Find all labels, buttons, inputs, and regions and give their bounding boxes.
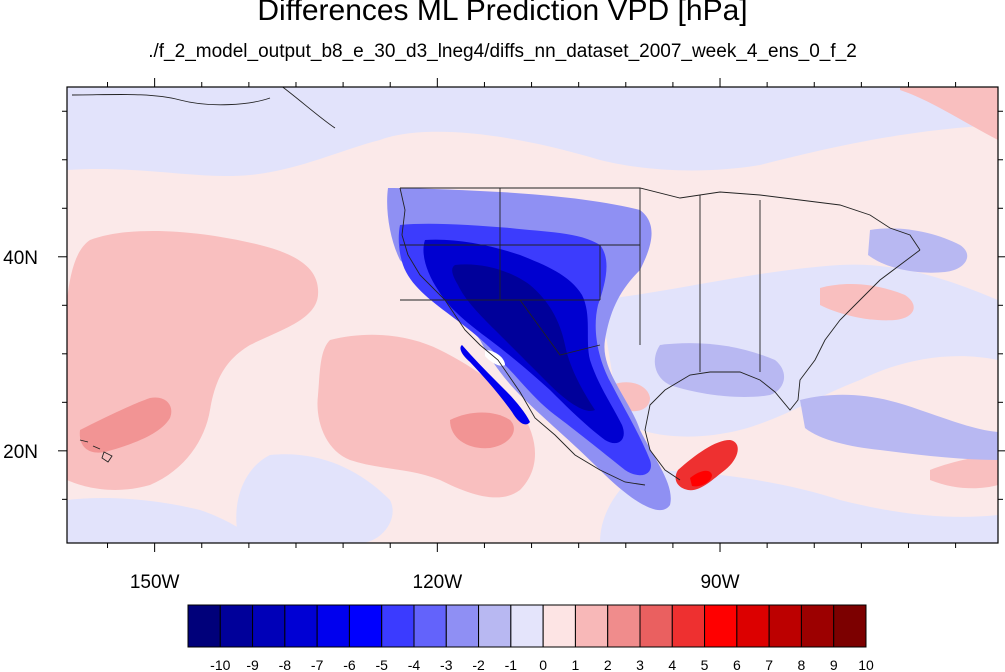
colorbar-label: -6 (343, 657, 356, 672)
colorbar-label: 10 (858, 657, 874, 672)
colorbar-swatch (542, 604, 576, 648)
colorbar-label: 5 (701, 657, 709, 672)
x-tick-label: 90W (700, 572, 739, 593)
colorbar-swatch (187, 604, 221, 648)
plot-frame (66, 86, 999, 544)
y-tick-label: 20N (3, 442, 38, 463)
chart-title: Differences ML Prediction VPD [hPa] (257, 0, 748, 27)
colorbar-swatch (478, 604, 512, 648)
colorbar-swatch (381, 604, 415, 648)
colorbar-label: -5 (375, 657, 388, 672)
colorbar-swatch (284, 604, 318, 648)
coastlines (71, 87, 921, 486)
colorbar-label: -3 (440, 657, 453, 672)
colorbar-label: 9 (830, 657, 838, 672)
colorbar-swatch (833, 604, 867, 648)
colorbar-label: -4 (408, 657, 421, 672)
colorbar-label: -7 (311, 657, 324, 672)
y-axis: 20N 40N (3, 110, 1005, 500)
field-caribbean-red (675, 440, 738, 491)
colorbar-swatch (639, 604, 673, 648)
x-tick-label: 150W (130, 572, 180, 593)
y-tick-label: 40N (3, 248, 38, 269)
colorbar-swatch (704, 604, 738, 648)
field-level-pos2 (79, 397, 514, 453)
colorbar-swatch (316, 604, 350, 648)
baja-california (460, 345, 530, 425)
colorbar-swatch (607, 604, 641, 648)
colorbar-label: 8 (798, 657, 806, 672)
colorbar-label: 0 (539, 657, 547, 672)
colorbar-label: 1 (572, 657, 580, 672)
colorbar-label: 3 (636, 657, 644, 672)
colorbar-label: 6 (733, 657, 741, 672)
colorbar-label: 7 (765, 657, 773, 672)
colorbar-label: -8 (279, 657, 292, 672)
colorbar-swatch (348, 604, 383, 648)
colorbar-swatch (574, 604, 609, 648)
chart-subtitle: ./f_2_model_output_b8_e_30_d3_lneg4/diff… (148, 41, 857, 62)
map-field (67, 87, 998, 543)
x-tick-label: 120W (413, 572, 463, 593)
colorbar-swatch (768, 604, 802, 648)
colorbar-label: -10 (210, 657, 230, 672)
field-level-neg2 (654, 228, 998, 460)
colorbar-label: -2 (472, 657, 485, 672)
hawaii-islands (79, 439, 113, 463)
colorbar-swatch (510, 604, 544, 648)
colorbar-label: 2 (604, 657, 612, 672)
colorbar: -10 -9 -8 -7 -6 -5 -4 -3 -2 -1 0 1 2 3 4 5 6 7 8 9 10 (187, 604, 874, 672)
colorbar-swatch (800, 604, 835, 648)
colorbar-swatch (445, 604, 480, 648)
x-axis: 150W 120W 90W (107, 78, 957, 593)
colorbar-swatch (736, 604, 770, 648)
colorbar-label: -1 (505, 657, 518, 672)
field-level-neg10 (452, 264, 595, 411)
colorbar-label: -9 (246, 657, 259, 672)
colorbar-swatch (413, 604, 447, 648)
colorbar-swatch (252, 604, 286, 648)
colorbar-label: 4 (668, 657, 676, 672)
colorbar-swatch (671, 604, 706, 648)
colorbar-swatch (219, 604, 254, 648)
